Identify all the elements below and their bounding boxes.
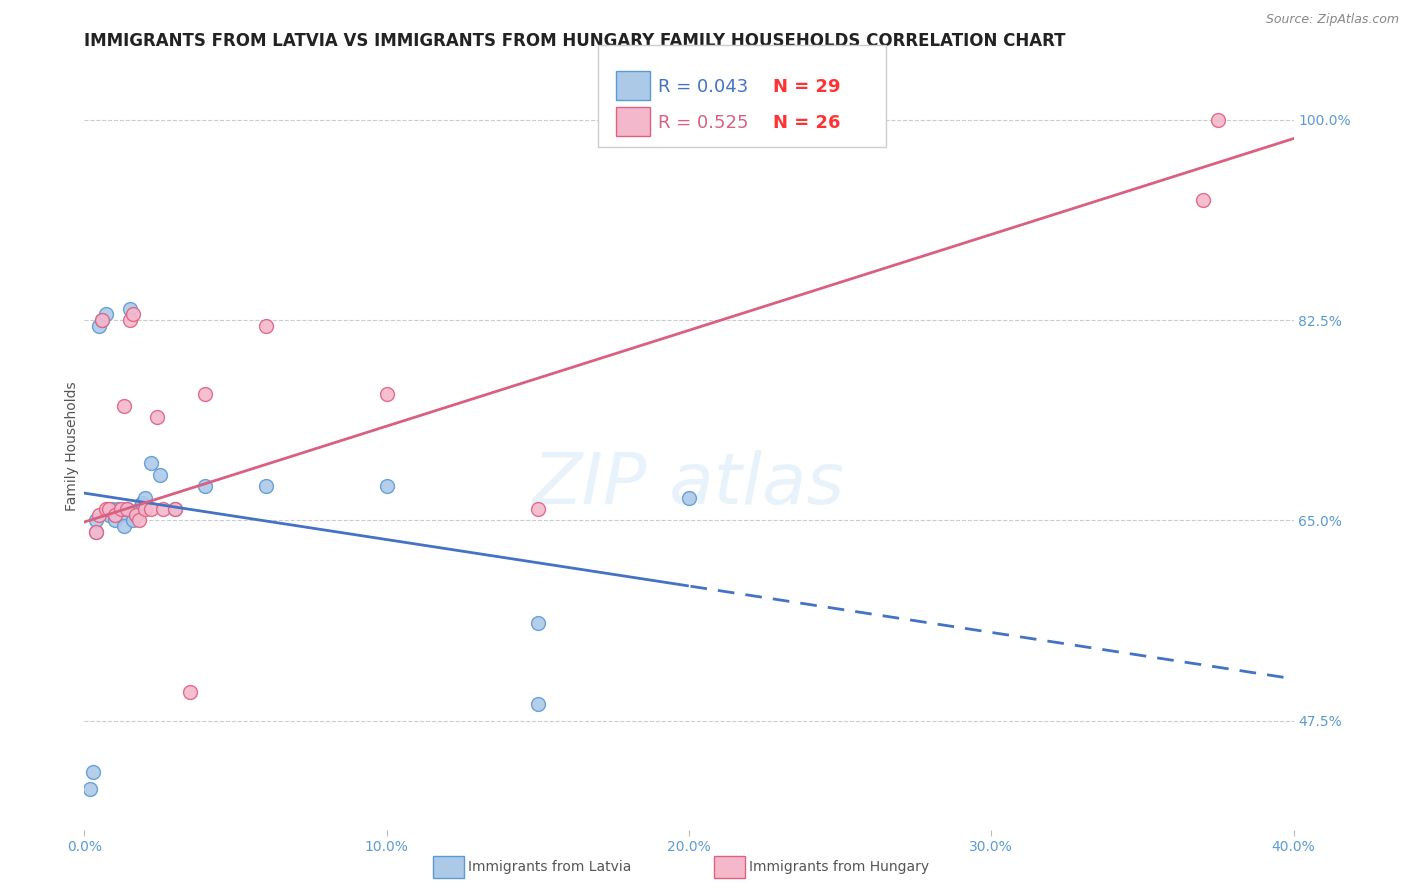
Point (125, 508, 148, 522)
Point (179, 685, 201, 699)
Point (194, 387, 217, 401)
Point (107, 502, 129, 516)
Point (375, 387, 398, 401)
Point (131, 496, 153, 510)
Point (146, 410, 169, 425)
Point (118, 301, 141, 316)
Text: IMMIGRANTS FROM LATVIA VS IMMIGRANTS FROM HUNGARY FAMILY HOUSEHOLDS CORRELATION : IMMIGRANTS FROM LATVIA VS IMMIGRANTS FRO… (84, 32, 1066, 50)
Text: Immigrants from Hungary: Immigrants from Hungary (749, 860, 929, 874)
Point (110, 502, 132, 516)
Point (121, 307, 143, 321)
Point (1192, 193, 1215, 207)
Point (91, 313, 114, 327)
Point (121, 513, 143, 527)
Point (86, 524, 108, 539)
Point (527, 697, 550, 711)
Point (139, 456, 162, 470)
Point (165, 502, 187, 516)
Text: N = 26: N = 26 (773, 114, 841, 132)
Point (104, 513, 127, 527)
Point (91, 313, 114, 327)
Point (128, 513, 150, 527)
Point (134, 491, 156, 505)
Text: R = 0.525: R = 0.525 (658, 114, 748, 132)
Point (118, 313, 141, 327)
Point (678, 491, 700, 505)
Point (375, 479, 398, 493)
Point (125, 508, 148, 522)
Point (194, 479, 217, 493)
Point (527, 616, 550, 631)
Point (165, 502, 187, 516)
Point (110, 508, 132, 522)
Point (112, 519, 135, 533)
Point (89, 508, 111, 522)
Point (97, 502, 120, 516)
Point (112, 399, 135, 413)
Point (82, 765, 104, 780)
Point (89, 318, 111, 333)
Point (254, 479, 277, 493)
Point (94, 307, 117, 321)
Point (86, 524, 108, 539)
Point (86, 513, 108, 527)
Point (254, 318, 277, 333)
Point (115, 502, 138, 516)
Point (97, 508, 120, 522)
Point (79, 782, 101, 797)
Point (100, 502, 122, 516)
Text: ZIP atlas: ZIP atlas (533, 450, 845, 519)
Point (152, 502, 174, 516)
Text: Immigrants from Latvia: Immigrants from Latvia (468, 860, 631, 874)
Text: Source: ZipAtlas.com: Source: ZipAtlas.com (1265, 13, 1399, 27)
Point (134, 502, 156, 516)
Text: N = 29: N = 29 (773, 78, 841, 96)
Point (1206, 112, 1229, 127)
Point (115, 502, 138, 516)
Point (527, 502, 550, 516)
Text: R = 0.043: R = 0.043 (658, 78, 748, 96)
Point (139, 502, 162, 516)
Point (149, 467, 172, 482)
Y-axis label: Family Households: Family Households (65, 381, 79, 511)
Point (94, 502, 117, 516)
Point (128, 502, 150, 516)
Point (104, 508, 127, 522)
